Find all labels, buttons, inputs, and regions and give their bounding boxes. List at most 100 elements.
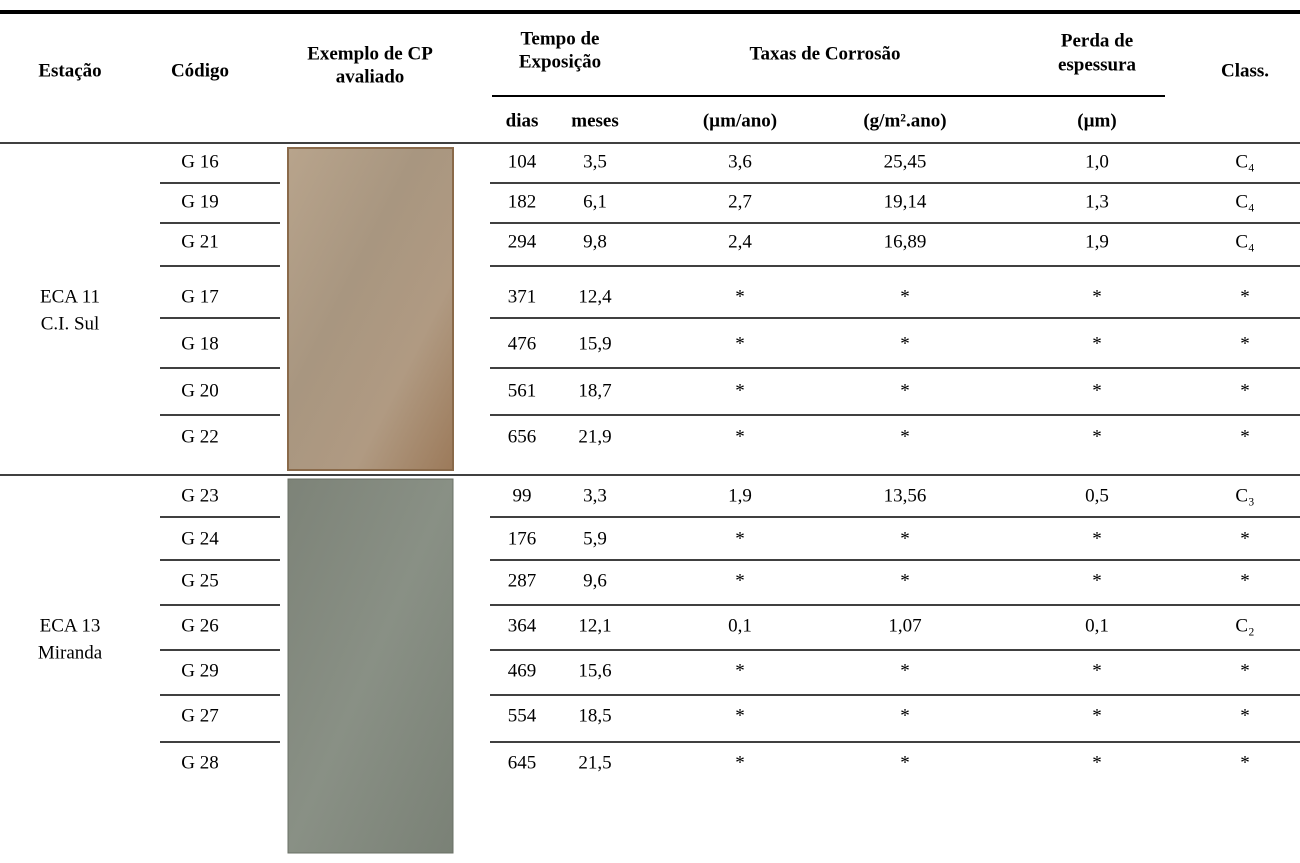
cell: G 16	[181, 151, 218, 172]
cell: *	[900, 660, 910, 681]
cell: *	[1092, 752, 1102, 773]
cell: *	[735, 333, 745, 354]
cell: 99	[513, 485, 532, 506]
cell: *	[1240, 528, 1250, 549]
cell: *	[1092, 333, 1102, 354]
cell: 1,0	[1085, 151, 1109, 172]
cell: 469	[508, 660, 537, 681]
cell: 561	[508, 380, 537, 401]
specimen-image	[287, 147, 454, 471]
cell: C₄	[1235, 151, 1254, 172]
cell: 21,9	[578, 426, 611, 447]
cell: G 27	[181, 705, 218, 726]
header: Estação	[38, 60, 101, 81]
cell: C₄	[1235, 191, 1254, 212]
header: Código	[171, 60, 229, 81]
cell: 1,9	[1085, 231, 1109, 252]
unit-header: (µm/ano)	[703, 110, 777, 131]
cell: *	[900, 752, 910, 773]
cell: *	[1240, 333, 1250, 354]
cell: 21,5	[578, 752, 611, 773]
cell: 2,7	[728, 191, 752, 212]
cell: 476	[508, 333, 537, 354]
cell: 1,3	[1085, 191, 1109, 212]
header: espessura	[1058, 54, 1137, 75]
cell: *	[735, 660, 745, 681]
cell: *	[1240, 426, 1250, 447]
station-label: C.I. Sul	[41, 313, 100, 334]
cell: *	[900, 380, 910, 401]
cell: 364	[508, 615, 537, 636]
cell: *	[1240, 286, 1250, 307]
cell: 287	[508, 570, 537, 591]
cell: G 24	[181, 528, 219, 549]
cell: *	[1240, 752, 1250, 773]
unit-header: (g/m².ano)	[863, 110, 946, 131]
cell: *	[1092, 705, 1102, 726]
cell: *	[900, 333, 910, 354]
cell: *	[735, 752, 745, 773]
cell: 18,7	[578, 380, 611, 401]
header: Tempo de	[520, 28, 599, 49]
cell: 1,07	[888, 615, 921, 636]
cell: 16,89	[884, 231, 927, 252]
cell: C₃	[1235, 485, 1254, 506]
cell: G 28	[181, 752, 218, 773]
cell: *	[735, 286, 745, 307]
cell: *	[735, 705, 745, 726]
header: Exposição	[519, 51, 601, 72]
cell: G 21	[181, 231, 218, 252]
cell: 25,45	[884, 151, 927, 172]
cell: 656	[508, 426, 537, 447]
cell: C₄	[1235, 231, 1254, 252]
cell: *	[735, 380, 745, 401]
cell: *	[1092, 286, 1102, 307]
cell: 9,6	[583, 570, 607, 591]
cell: *	[1092, 660, 1102, 681]
cell: G 25	[181, 570, 218, 591]
header: avaliado	[336, 66, 405, 87]
cell: 13,56	[884, 485, 927, 506]
unit-header: (µm)	[1077, 110, 1116, 131]
cell: 15,6	[578, 660, 611, 681]
cell: 5,9	[583, 528, 607, 549]
cell: G 22	[181, 426, 218, 447]
cell: 645	[508, 752, 537, 773]
cell: G 19	[181, 191, 218, 212]
cell: 182	[508, 191, 537, 212]
cell: 0,5	[1085, 485, 1109, 506]
header: Perda de	[1061, 30, 1133, 51]
unit-header: meses	[571, 110, 618, 131]
cell: *	[735, 570, 745, 591]
unit-header: dias	[506, 110, 539, 131]
header: Exemplo de CP	[307, 43, 433, 64]
cell: *	[900, 705, 910, 726]
cell: 176	[508, 528, 537, 549]
cell: 294	[508, 231, 537, 252]
cell: 19,14	[884, 191, 927, 212]
cell: 3,3	[583, 485, 607, 506]
cell: *	[1240, 660, 1250, 681]
cell: 6,1	[583, 191, 607, 212]
cell: *	[1092, 570, 1102, 591]
cell: 3,5	[583, 151, 607, 172]
cell: G 18	[181, 333, 218, 354]
cell: 2,4	[728, 231, 752, 252]
cell: 1,9	[728, 485, 752, 506]
cell: 9,8	[583, 231, 607, 252]
cell: 371	[508, 286, 537, 307]
station-label: Miranda	[38, 642, 103, 663]
cell: 15,9	[578, 333, 611, 354]
cell: *	[900, 570, 910, 591]
cell: *	[1092, 426, 1102, 447]
cell: 12,4	[578, 286, 612, 307]
cell: G 23	[181, 485, 218, 506]
cell: *	[1240, 380, 1250, 401]
cell: G 26	[181, 615, 218, 636]
cell: *	[900, 426, 910, 447]
cell: G 20	[181, 380, 218, 401]
cell: *	[900, 286, 910, 307]
cell: *	[1092, 380, 1102, 401]
cell: 3,6	[728, 151, 752, 172]
